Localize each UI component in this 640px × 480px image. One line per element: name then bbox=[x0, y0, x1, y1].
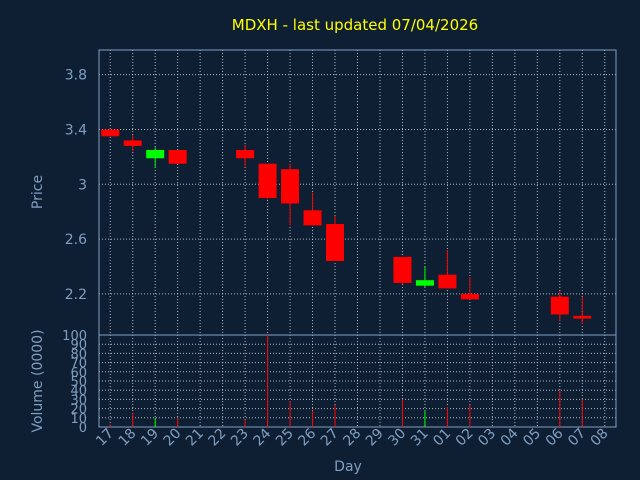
day-tick-label: 06 bbox=[543, 425, 567, 449]
candle-body bbox=[303, 210, 322, 226]
volume-tick-label: 100 bbox=[62, 329, 87, 344]
candle-body bbox=[573, 315, 592, 319]
day-tick-label: 23 bbox=[228, 426, 252, 450]
candle-body bbox=[550, 296, 569, 315]
day-tick-label: 04 bbox=[498, 425, 522, 449]
day-tick-label: 27 bbox=[318, 426, 342, 450]
day-tick-label: 20 bbox=[161, 426, 185, 450]
volume-panel-frame bbox=[98, 334, 617, 428]
price-tick-label: 3.4 bbox=[65, 122, 87, 138]
price-tick-label: 2.6 bbox=[65, 232, 87, 248]
day-tick-label: 18 bbox=[116, 426, 140, 450]
price-axis-ticks: 3.8 3.4 3 2.6 2.2 bbox=[65, 68, 87, 303]
candle-body bbox=[258, 163, 277, 198]
candle-body bbox=[281, 169, 300, 204]
price-axis-label: Price bbox=[30, 175, 46, 209]
day-tick-label: 26 bbox=[295, 425, 319, 449]
day-tick-label: 24 bbox=[250, 425, 274, 449]
volume-tick-label: 60 bbox=[70, 366, 87, 381]
volume-tick-label: 50 bbox=[70, 375, 87, 390]
day-tick-label: 28 bbox=[340, 426, 364, 450]
day-tick-label: 19 bbox=[138, 426, 162, 450]
volume-bars bbox=[109, 335, 583, 427]
volume-tick-label: 40 bbox=[70, 384, 87, 399]
candle-body bbox=[415, 280, 434, 286]
day-tick-label: 02 bbox=[453, 426, 477, 450]
day-tick-label: 22 bbox=[206, 426, 230, 450]
day-tick-label: 08 bbox=[588, 426, 612, 450]
day-tick-label: 29 bbox=[363, 426, 387, 450]
candle-body bbox=[460, 293, 479, 300]
price-tick-label: 2.2 bbox=[65, 287, 87, 303]
day-axis-label: Day bbox=[334, 459, 362, 475]
candle-body bbox=[236, 150, 255, 159]
candle-body bbox=[438, 274, 457, 289]
day-tick-label: 01 bbox=[430, 426, 454, 450]
day-tick-label: 30 bbox=[385, 426, 409, 450]
day-tick-label: 07 bbox=[565, 426, 589, 450]
day-tick-label: 25 bbox=[273, 426, 297, 450]
volume-tick-label: 0 bbox=[79, 421, 87, 436]
price-tick-label: 3 bbox=[78, 177, 87, 193]
volume-tick-label: 70 bbox=[70, 357, 87, 372]
day-axis-ticks: 1718192021222324252627282930310102030405… bbox=[93, 425, 611, 449]
day-tick-label: 17 bbox=[93, 426, 117, 450]
volume-axis-label: Volume (0000) bbox=[30, 329, 46, 432]
candle-body bbox=[146, 150, 165, 159]
day-tick-label: 05 bbox=[520, 426, 544, 450]
day-tick-label: 31 bbox=[408, 426, 432, 450]
volume-tick-label: 10 bbox=[70, 412, 87, 427]
day-tick-label: 03 bbox=[475, 426, 499, 450]
candle-body bbox=[326, 224, 345, 262]
price-tick-label: 3.8 bbox=[65, 68, 87, 84]
candle-body bbox=[393, 256, 412, 283]
candle-body bbox=[123, 140, 142, 146]
chart-title: MDXH - last updated 07/04/2026 bbox=[232, 16, 478, 34]
volume-grid bbox=[99, 334, 616, 428]
day-tick-label: 21 bbox=[183, 426, 207, 450]
volume-tick-label: 20 bbox=[70, 403, 87, 418]
volume-tick-label: 80 bbox=[70, 347, 87, 362]
volume-tick-label: 90 bbox=[70, 338, 87, 353]
volume-tick-label: 30 bbox=[70, 393, 87, 408]
candles bbox=[101, 129, 592, 325]
candle-body bbox=[168, 150, 187, 164]
price-grid bbox=[99, 50, 616, 335]
candle-body bbox=[101, 129, 120, 137]
